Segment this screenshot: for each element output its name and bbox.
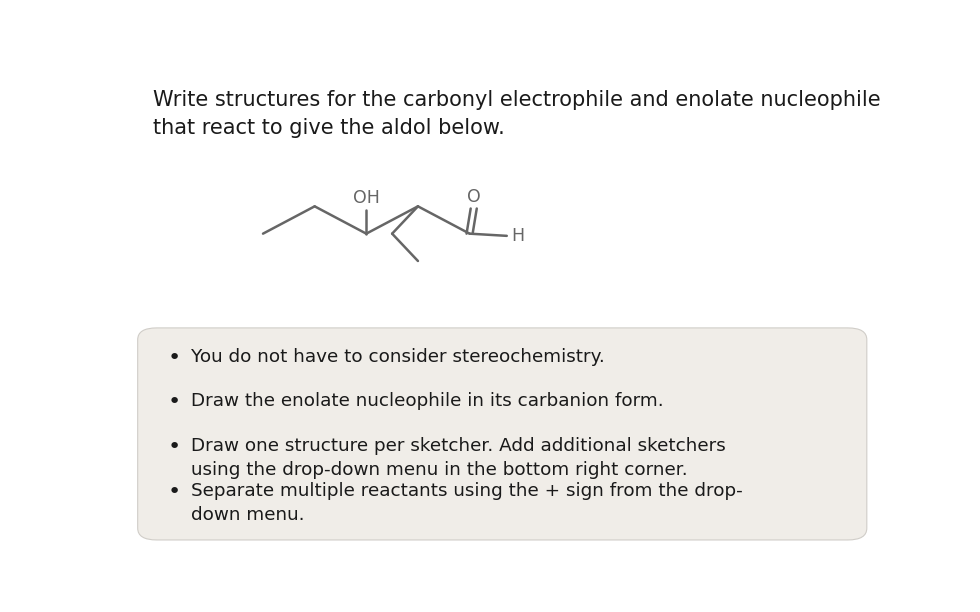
Text: Write structures for the carbonyl electrophile and enolate nucleophile
that reac: Write structures for the carbonyl electr…: [153, 90, 880, 138]
Text: OH: OH: [353, 188, 379, 207]
Text: Separate multiple reactants using the + sign from the drop-
down menu.: Separate multiple reactants using the + …: [191, 482, 743, 524]
FancyBboxPatch shape: [137, 328, 867, 540]
Text: Draw one structure per sketcher. Add additional sketchers
using the drop-down me: Draw one structure per sketcher. Add add…: [191, 437, 725, 479]
Text: •: •: [168, 392, 180, 412]
Text: •: •: [168, 482, 180, 502]
Text: O: O: [466, 188, 480, 206]
Text: •: •: [168, 437, 180, 457]
Text: Draw the enolate nucleophile in its carbanion form.: Draw the enolate nucleophile in its carb…: [191, 392, 663, 411]
Text: You do not have to consider stereochemistry.: You do not have to consider stereochemis…: [191, 348, 605, 366]
Text: •: •: [168, 348, 180, 368]
Text: H: H: [512, 227, 524, 245]
